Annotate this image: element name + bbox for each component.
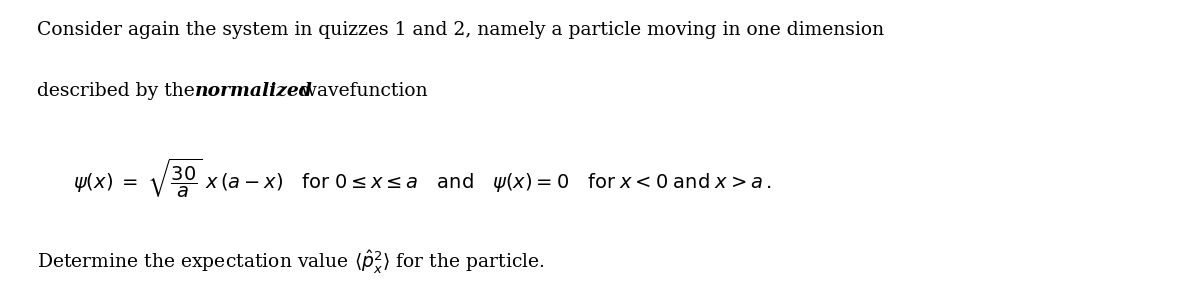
Text: Consider again the system in quizzes 1 and 2, namely a particle moving in one di: Consider again the system in quizzes 1 a… bbox=[37, 21, 884, 39]
Text: described by the: described by the bbox=[37, 82, 202, 100]
Text: $\psi(x) \;=\; \sqrt{\dfrac{30}{a}}\; x\,(a - x)$$\quad \mathrm{for}\; 0 \leq x : $\psi(x) \;=\; \sqrt{\dfrac{30}{a}}\; x\… bbox=[73, 157, 772, 200]
Text: wavefunction: wavefunction bbox=[295, 82, 427, 100]
Text: Determine the expectation value $\langle \hat{p}_x^2 \rangle$ for the particle.: Determine the expectation value $\langle… bbox=[37, 249, 545, 276]
Text: normalized: normalized bbox=[196, 82, 313, 100]
